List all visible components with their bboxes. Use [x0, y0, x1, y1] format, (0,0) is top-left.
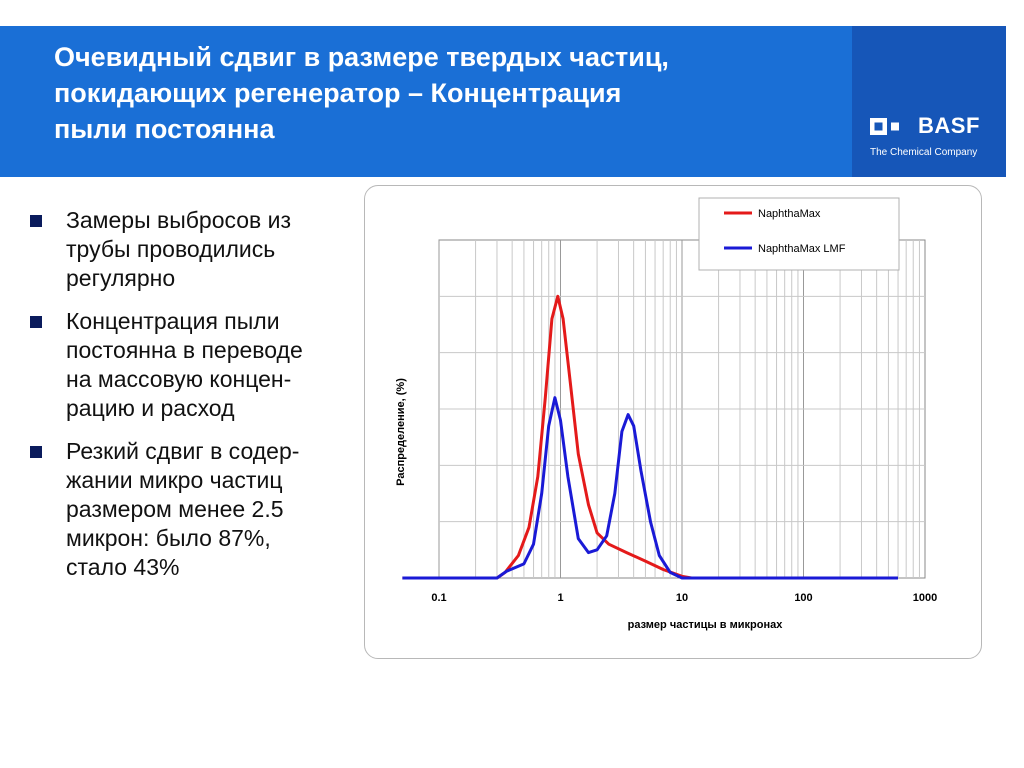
- x-axis-label: размер частицы в микронах: [628, 619, 784, 631]
- basf-logo-word: BASF: [918, 113, 980, 138]
- slide-title: Очевидный сдвиг в размере твердых частиц…: [54, 42, 669, 144]
- chart-grid: [438, 239, 926, 579]
- x-tick-label: 1: [557, 592, 563, 604]
- basf-logo-tagline: The Chemical Company: [870, 147, 978, 158]
- bullet-text: Резкий сдвиг в содер- жании микро частиц…: [66, 438, 300, 580]
- bullet-list: Замеры выбросов из трубы проводились рег…: [30, 206, 370, 596]
- legend-entry: NaphthaMax LMF: [758, 243, 846, 255]
- series-line: [402, 294, 898, 580]
- bullet-item: Замеры выбросов из трубы проводились рег…: [30, 206, 370, 293]
- slide-header: Очевидный сдвиг в размере твердых частиц…: [0, 26, 1006, 177]
- x-tick-label: 1000: [913, 592, 937, 604]
- series-line: [402, 396, 898, 580]
- legend-box: [698, 197, 900, 271]
- bullet-square-icon: [30, 215, 42, 227]
- x-tick-labels: 0.1 1 10 100 1000: [431, 592, 937, 604]
- bullet-text: Концентрация пыли постоянна в переводе н…: [66, 308, 303, 421]
- basf-logo-mark-icon: [870, 118, 899, 135]
- x-tick-label: 100: [794, 592, 812, 604]
- legend-entry: NaphthaMax: [758, 208, 821, 220]
- chart-series: [402, 294, 898, 580]
- bullet-item: Резкий сдвиг в содер- жании микро частиц…: [30, 437, 370, 582]
- bullet-text: Замеры выбросов из трубы проводились рег…: [66, 207, 292, 291]
- bullet-square-icon: [30, 316, 42, 328]
- bullet-square-icon: [30, 446, 42, 458]
- header-logo-panel: [852, 26, 1006, 177]
- x-tick-label: 10: [676, 592, 688, 604]
- y-axis-label: Распределение, (%): [395, 378, 407, 486]
- x-tick-label: 0.1: [431, 592, 446, 604]
- chart-legend: NaphthaMax NaphthaMax LMF: [698, 197, 900, 271]
- bullet-item: Концентрация пыли постоянна в переводе н…: [30, 307, 370, 423]
